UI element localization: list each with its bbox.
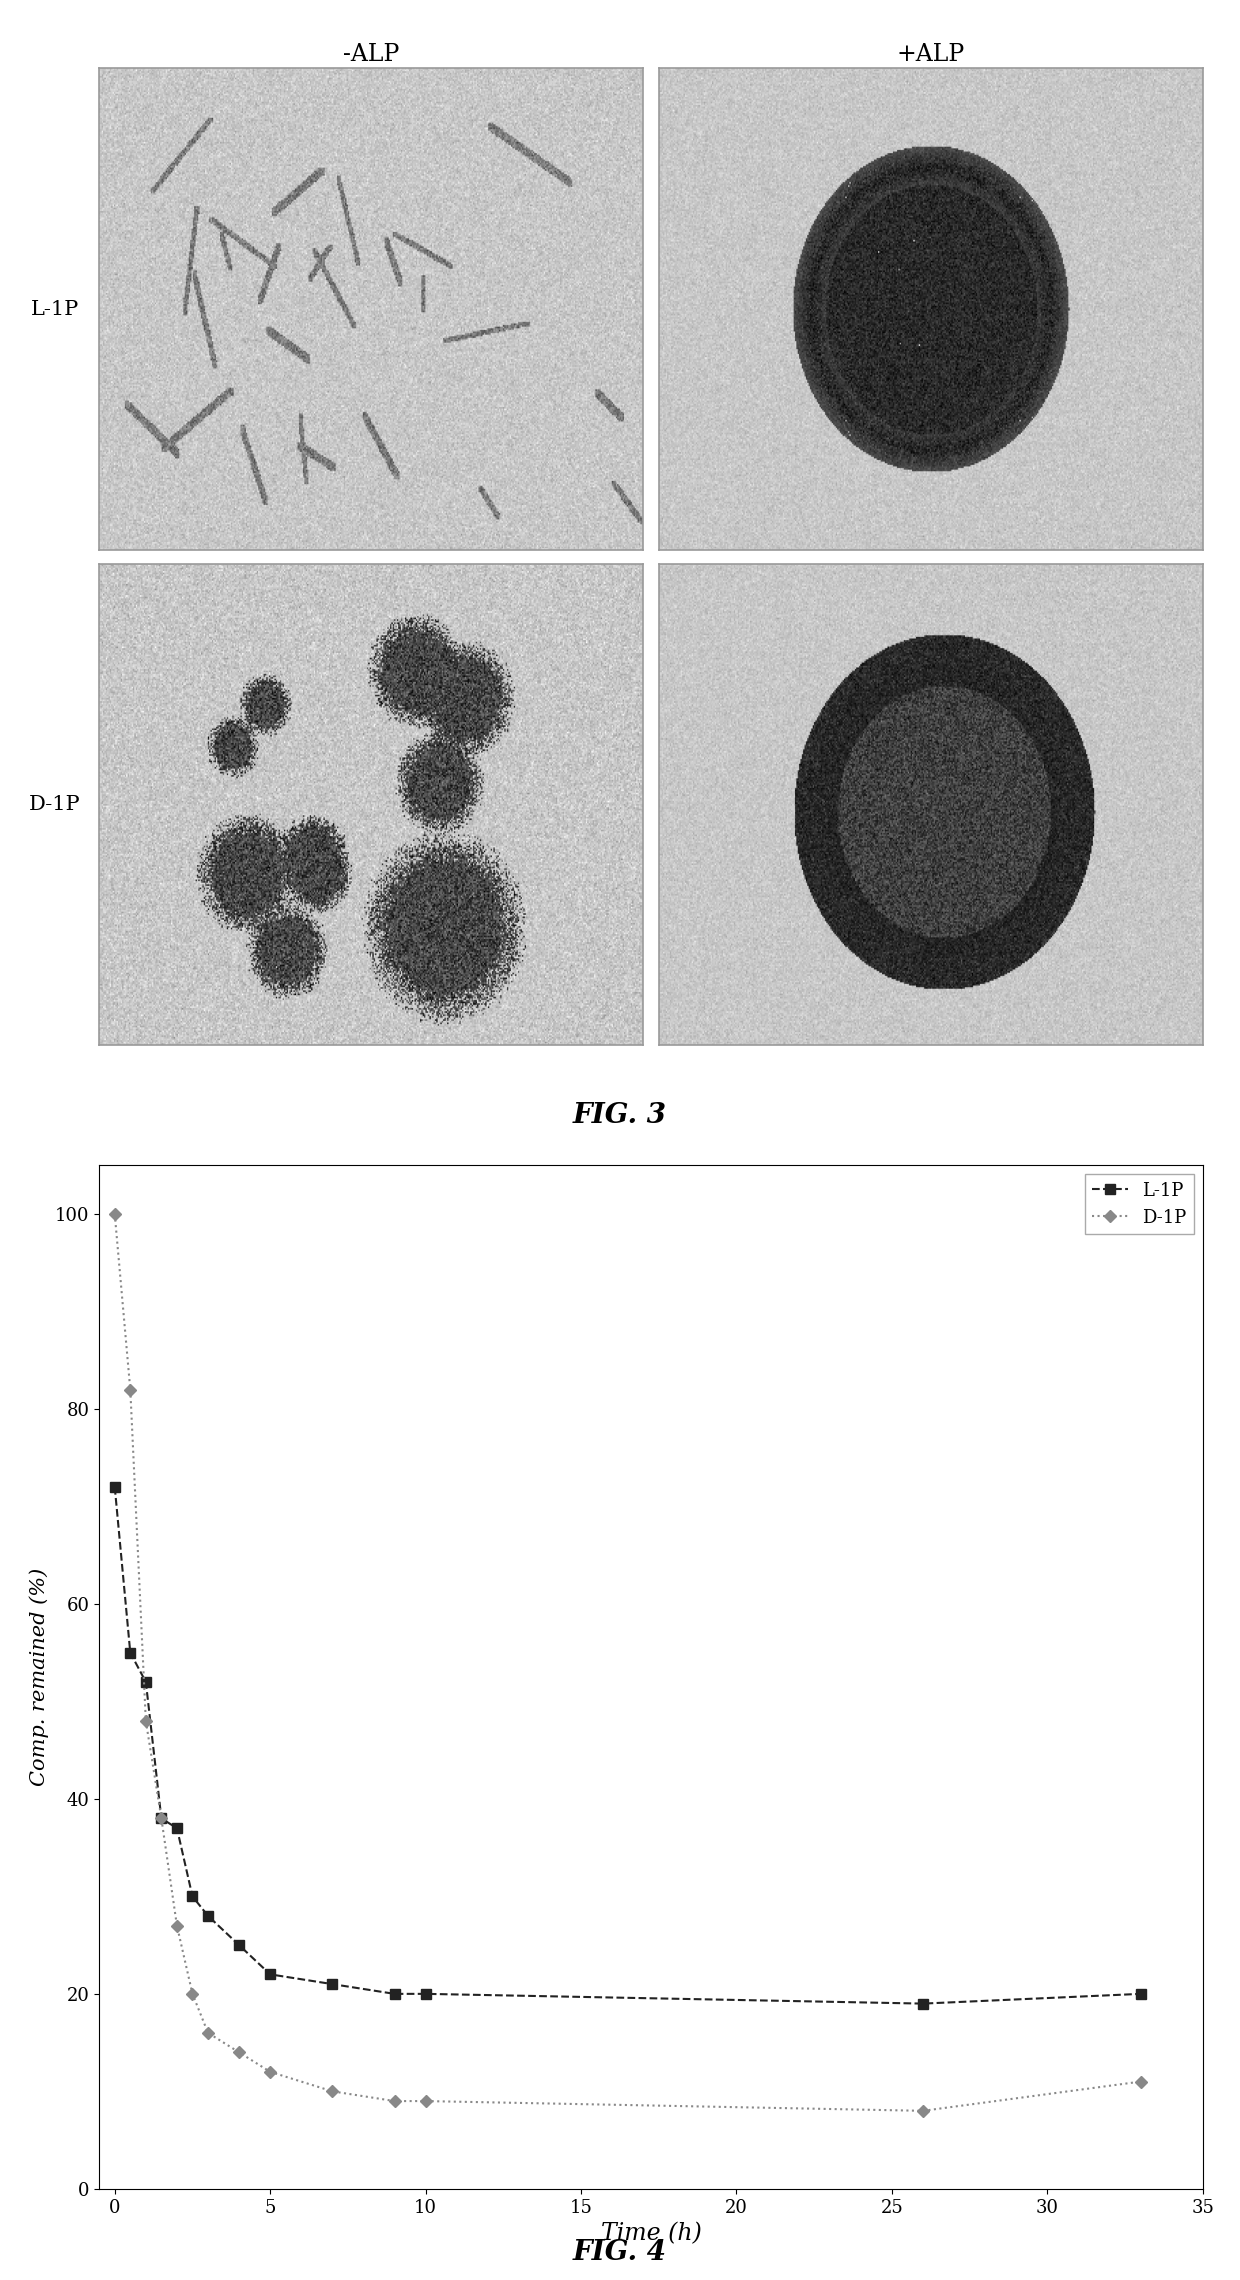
D-1P: [154, 1806, 169, 1833]
Line: L-1P: L-1P: [110, 1482, 1146, 2009]
D-1P: [915, 2098, 930, 2125]
L-1P: [915, 1990, 930, 2018]
D-1P: [108, 1199, 123, 1227]
D-1P: [1133, 2068, 1148, 2095]
X-axis label: Time (h): Time (h): [600, 2223, 702, 2246]
D-1P: [325, 2077, 340, 2104]
L-1P: [263, 1961, 278, 1988]
D-1P: [232, 2038, 247, 2066]
D-1P: [139, 1708, 154, 1735]
L-1P: [123, 1639, 138, 1667]
Y-axis label: Comp. remained (%): Comp. remained (%): [30, 1569, 50, 1785]
Legend: L-1P, D-1P: L-1P, D-1P: [1085, 1174, 1194, 1233]
Y-axis label: D-1P: D-1P: [29, 796, 81, 814]
L-1P: [154, 1806, 169, 1833]
L-1P: [418, 1979, 433, 2006]
D-1P: [387, 2088, 402, 2116]
L-1P: [387, 1979, 402, 2006]
Title: +ALP: +ALP: [897, 43, 965, 66]
L-1P: [201, 1902, 216, 1929]
L-1P: [139, 1669, 154, 1696]
Text: FIG. 4: FIG. 4: [573, 2239, 667, 2266]
L-1P: [185, 1883, 200, 1911]
L-1P: [170, 1815, 185, 1842]
D-1P: [201, 2020, 216, 2047]
Text: FIG. 3: FIG. 3: [573, 1101, 667, 1129]
D-1P: [418, 2088, 433, 2116]
D-1P: [185, 1979, 200, 2006]
Line: D-1P: D-1P: [110, 1211, 1145, 2116]
D-1P: [123, 1375, 138, 1402]
Title: -ALP: -ALP: [342, 43, 399, 66]
Y-axis label: L-1P: L-1P: [31, 299, 79, 319]
L-1P: [108, 1473, 123, 1500]
L-1P: [325, 1970, 340, 1997]
L-1P: [1133, 1979, 1148, 2006]
L-1P: [232, 1931, 247, 1959]
D-1P: [263, 2059, 278, 2086]
D-1P: [170, 1913, 185, 1940]
